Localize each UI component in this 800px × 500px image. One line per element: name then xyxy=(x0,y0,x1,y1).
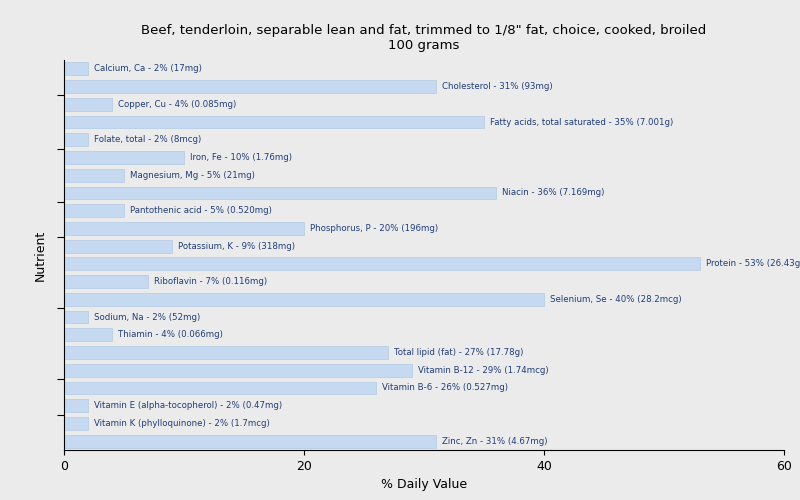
Bar xyxy=(64,80,436,93)
Bar xyxy=(64,310,88,324)
Bar xyxy=(64,116,484,128)
Text: Pantothenic acid - 5% (0.520mg): Pantothenic acid - 5% (0.520mg) xyxy=(130,206,272,215)
Text: Fatty acids, total saturated - 35% (7.001g): Fatty acids, total saturated - 35% (7.00… xyxy=(490,118,674,126)
Bar xyxy=(64,98,112,110)
Text: Sodium, Na - 2% (52mg): Sodium, Na - 2% (52mg) xyxy=(94,312,200,322)
Text: Folate, total - 2% (8mcg): Folate, total - 2% (8mcg) xyxy=(94,136,202,144)
Bar xyxy=(64,240,172,252)
Text: Vitamin B-12 - 29% (1.74mcg): Vitamin B-12 - 29% (1.74mcg) xyxy=(418,366,549,374)
Bar xyxy=(64,382,376,394)
Text: Cholesterol - 31% (93mg): Cholesterol - 31% (93mg) xyxy=(442,82,553,91)
Bar xyxy=(64,204,124,217)
Text: Vitamin E (alpha-tocopherol) - 2% (0.47mg): Vitamin E (alpha-tocopherol) - 2% (0.47m… xyxy=(94,401,282,410)
Bar xyxy=(64,417,88,430)
Bar xyxy=(64,400,88,412)
Text: Zinc, Zn - 31% (4.67mg): Zinc, Zn - 31% (4.67mg) xyxy=(442,436,547,446)
Bar xyxy=(64,151,184,164)
Text: Iron, Fe - 10% (1.76mg): Iron, Fe - 10% (1.76mg) xyxy=(190,153,292,162)
Bar xyxy=(64,435,436,448)
Bar xyxy=(64,186,496,200)
Text: Total lipid (fat) - 27% (17.78g): Total lipid (fat) - 27% (17.78g) xyxy=(394,348,523,357)
Bar xyxy=(64,346,388,359)
Text: Magnesium, Mg - 5% (21mg): Magnesium, Mg - 5% (21mg) xyxy=(130,170,255,179)
Bar xyxy=(64,364,412,376)
X-axis label: % Daily Value: % Daily Value xyxy=(381,478,467,492)
Text: Niacin - 36% (7.169mg): Niacin - 36% (7.169mg) xyxy=(502,188,604,198)
Text: Calcium, Ca - 2% (17mg): Calcium, Ca - 2% (17mg) xyxy=(94,64,202,74)
Text: Vitamin K (phylloquinone) - 2% (1.7mcg): Vitamin K (phylloquinone) - 2% (1.7mcg) xyxy=(94,419,270,428)
Text: Thiamin - 4% (0.066mg): Thiamin - 4% (0.066mg) xyxy=(118,330,223,340)
Text: Phosphorus, P - 20% (196mg): Phosphorus, P - 20% (196mg) xyxy=(310,224,438,233)
Bar xyxy=(64,258,700,270)
Bar xyxy=(64,62,88,75)
Text: Riboflavin - 7% (0.116mg): Riboflavin - 7% (0.116mg) xyxy=(154,277,267,286)
Title: Beef, tenderloin, separable lean and fat, trimmed to 1/8" fat, choice, cooked, b: Beef, tenderloin, separable lean and fat… xyxy=(142,24,706,52)
Bar xyxy=(64,134,88,146)
Text: Protein - 53% (26.43g): Protein - 53% (26.43g) xyxy=(706,260,800,268)
Bar xyxy=(64,328,112,341)
Y-axis label: Nutrient: Nutrient xyxy=(34,230,46,280)
Text: Selenium, Se - 40% (28.2mcg): Selenium, Se - 40% (28.2mcg) xyxy=(550,295,682,304)
Bar xyxy=(64,169,124,181)
Text: Potassium, K - 9% (318mg): Potassium, K - 9% (318mg) xyxy=(178,242,295,250)
Bar xyxy=(64,222,304,235)
Text: Copper, Cu - 4% (0.085mg): Copper, Cu - 4% (0.085mg) xyxy=(118,100,236,109)
Bar xyxy=(64,293,544,306)
Bar xyxy=(64,275,148,288)
Text: Vitamin B-6 - 26% (0.527mg): Vitamin B-6 - 26% (0.527mg) xyxy=(382,384,508,392)
